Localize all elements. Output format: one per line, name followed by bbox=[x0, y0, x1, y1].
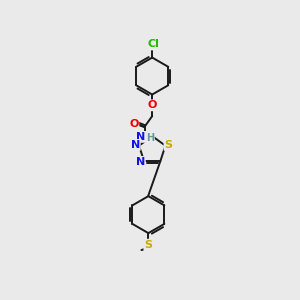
Text: O: O bbox=[148, 100, 157, 110]
Text: N: N bbox=[130, 140, 140, 150]
Text: N: N bbox=[136, 132, 145, 142]
Text: H: H bbox=[146, 134, 154, 143]
Text: O: O bbox=[129, 119, 138, 129]
Text: N: N bbox=[136, 157, 145, 167]
Text: S: S bbox=[144, 240, 152, 250]
Text: S: S bbox=[164, 140, 172, 150]
Text: Cl: Cl bbox=[147, 40, 159, 50]
